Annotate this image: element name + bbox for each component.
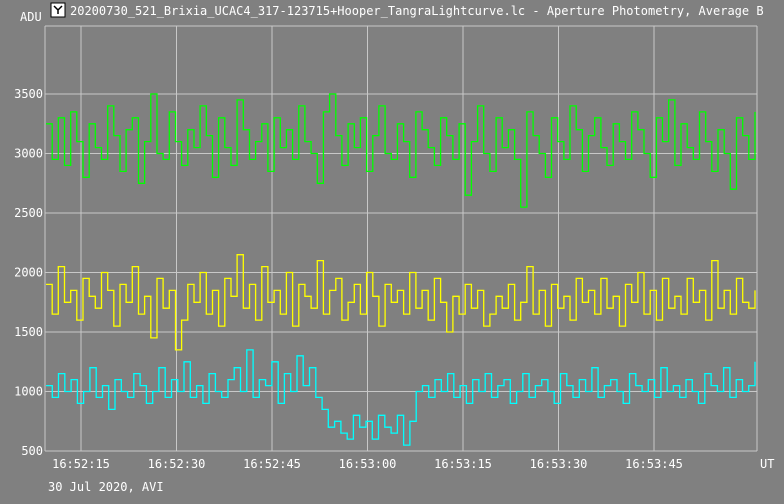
y-tick-label: 2500 xyxy=(14,206,43,220)
y-tick-label: 3000 xyxy=(14,147,43,161)
y-tick-label: 3500 xyxy=(14,87,43,101)
x-tick-label: 16:53:00 xyxy=(339,457,397,471)
x-tick-label: 16:53:15 xyxy=(434,457,492,471)
series-line-1 xyxy=(46,93,756,208)
window-title: 20200730_521_Brixia_UCAC4_317-123715+Hoo… xyxy=(70,4,764,18)
x-axis-label: UT xyxy=(760,457,774,471)
x-tick-labels: 16:52:15 16:52:30 16:52:45 16:53:00 16:53:15… xyxy=(52,457,683,471)
y-tick-label: 2000 xyxy=(14,266,43,280)
series-line-2 xyxy=(46,254,756,351)
y-tick-label: 1500 xyxy=(14,325,43,339)
x-tick-label: 16:53:30 xyxy=(530,457,588,471)
y-tick-label: 500 xyxy=(21,444,43,458)
x-tick-label: 16:52:15 xyxy=(52,457,110,471)
y-tick-labels: 500 1000 1500 2000 2500 3000 3500 xyxy=(14,87,43,458)
title-bar: 20200730_521_Brixia_UCAC4_317-123715+Hoo… xyxy=(50,2,764,18)
footer-date: 30 Jul 2020, AVI xyxy=(48,480,164,494)
x-tick-label: 16:53:45 xyxy=(625,457,683,471)
tangra-icon-glyph xyxy=(53,5,63,14)
x-tick-label: 16:52:30 xyxy=(148,457,206,471)
y-tick-label: 1000 xyxy=(14,385,43,399)
x-tick-label: 16:52:45 xyxy=(243,457,301,471)
y-axis-label: ADU xyxy=(20,10,42,24)
series-lines xyxy=(46,93,756,446)
series-line-3 xyxy=(46,349,756,446)
